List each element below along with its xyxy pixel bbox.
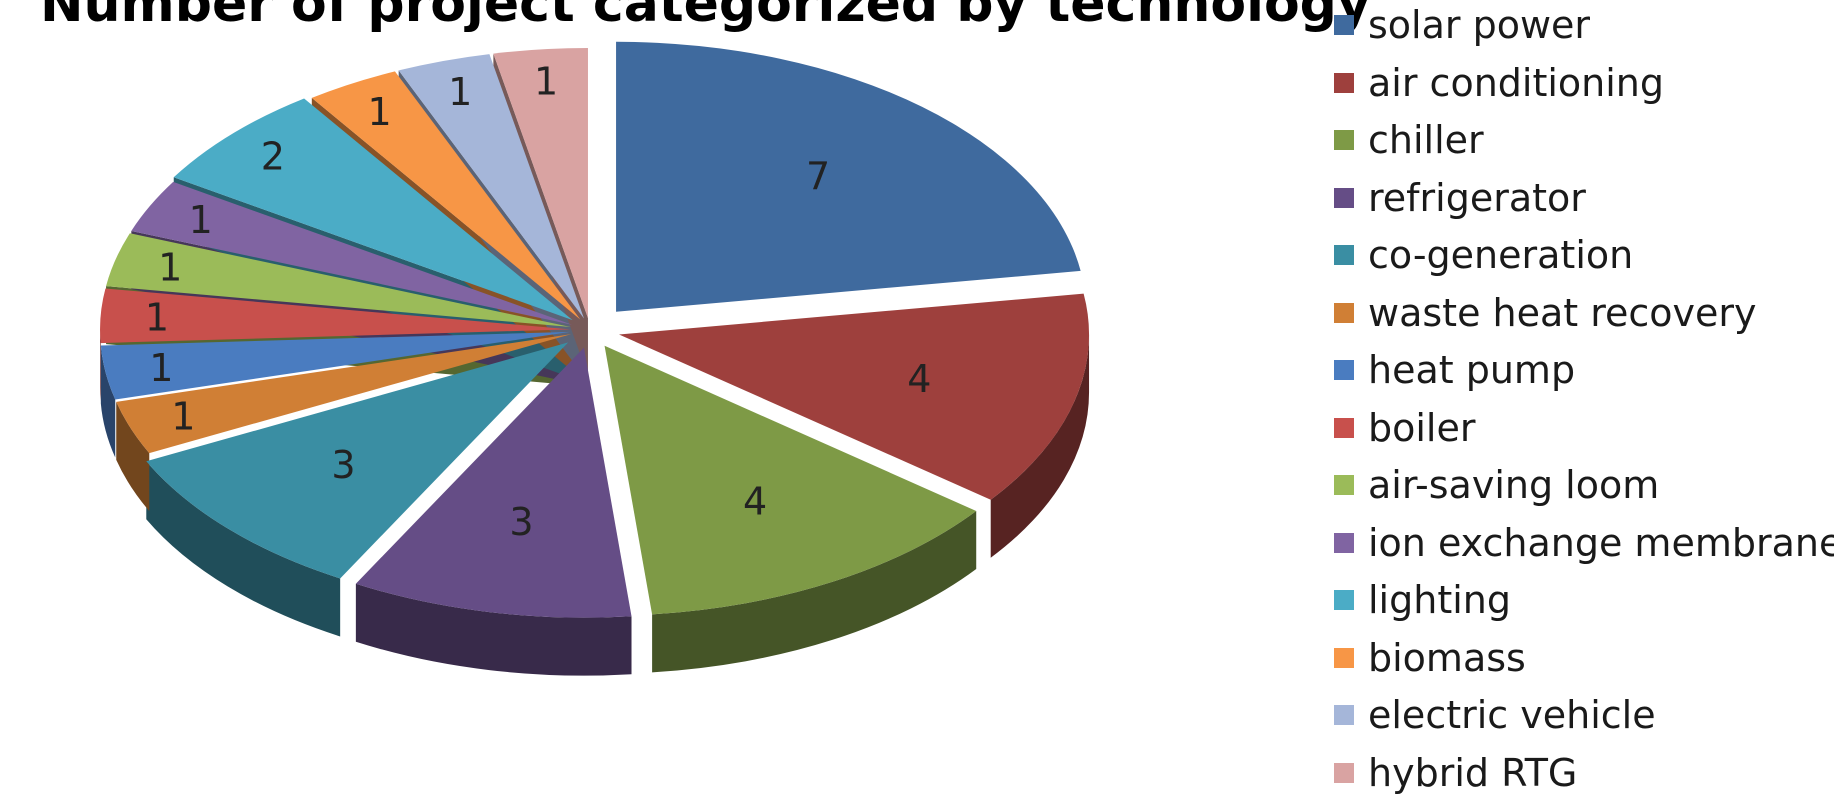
pie-slice-side-co-generation bbox=[146, 461, 341, 637]
data-label-biomass: 1 bbox=[367, 90, 391, 134]
legend-label: heat pump bbox=[1368, 348, 1576, 392]
legend-label: ion exchange membrane bbox=[1368, 520, 1834, 565]
legend-swatch bbox=[1334, 72, 1354, 93]
data-label-heat-pump: 1 bbox=[149, 346, 173, 390]
legend-swatch bbox=[1334, 130, 1354, 150]
data-label-solar-power: 7 bbox=[806, 155, 830, 199]
legend-label: refrigerator bbox=[1368, 175, 1586, 220]
legend-swatch bbox=[1334, 15, 1354, 35]
pie-slice-heat-pump bbox=[100, 331, 571, 400]
legend-swatch bbox=[1334, 360, 1354, 380]
pie-slice-boiler bbox=[100, 288, 571, 344]
data-label-boiler: 1 bbox=[145, 295, 169, 339]
data-label-waste-heat-recovery: 1 bbox=[171, 395, 195, 439]
pie-slice-side-waste-heat-recovery bbox=[116, 401, 150, 512]
legend-label: co-generation bbox=[1368, 233, 1634, 277]
legend-label: air-saving loom bbox=[1368, 463, 1660, 507]
data-label-refrigerator: 3 bbox=[509, 500, 533, 544]
pie-slice-side-air-conditioning bbox=[990, 334, 1090, 558]
pie-slice-side-heat-pump bbox=[100, 345, 116, 458]
legend-label: lighting bbox=[1368, 578, 1511, 622]
chart-title: Number of project categorized by technol… bbox=[40, 0, 1371, 34]
pie-slice-refrigerator bbox=[355, 347, 632, 618]
legend-swatch bbox=[1334, 245, 1354, 265]
pie-slice-solar-power bbox=[616, 41, 1081, 312]
pie-slice-co-generation bbox=[146, 342, 569, 579]
pie-slice-chiller bbox=[604, 345, 977, 615]
pie-slice-waste-heat-recovery bbox=[116, 334, 572, 454]
legend-swatch bbox=[1334, 590, 1354, 610]
legend-swatch bbox=[1334, 647, 1354, 668]
legend-swatch bbox=[1334, 187, 1354, 208]
legend-swatch bbox=[1334, 475, 1354, 495]
legend-label: electric vehicle bbox=[1368, 693, 1656, 737]
data-label-chiller: 4 bbox=[743, 480, 767, 524]
legend-label: chiller bbox=[1368, 118, 1484, 162]
data-label-air-saving-loom: 1 bbox=[158, 245, 182, 289]
legend-swatch bbox=[1334, 705, 1354, 725]
legend-swatch bbox=[1334, 762, 1354, 783]
legend-swatch bbox=[1334, 532, 1354, 553]
legend-label: boiler bbox=[1368, 405, 1476, 450]
legend-label: solar power bbox=[1368, 3, 1591, 47]
legend-label: waste heat recovery bbox=[1368, 290, 1757, 335]
legend-swatch bbox=[1334, 302, 1354, 323]
legend-label: air conditioning bbox=[1368, 60, 1665, 105]
legend-label: hybrid RTG bbox=[1368, 750, 1578, 795]
pie-slice-air-saving-loom bbox=[106, 233, 571, 327]
pie-slice-electric-vehicle bbox=[398, 54, 585, 319]
data-label-lighting: 2 bbox=[261, 134, 285, 178]
pie-slice-hybrid-rtg bbox=[493, 48, 588, 319]
pie-slice-side-chiller bbox=[652, 511, 977, 673]
legend-swatch bbox=[1334, 417, 1354, 438]
data-label-air-conditioning: 4 bbox=[907, 357, 931, 401]
pie-slice-side-refrigerator bbox=[355, 583, 632, 676]
data-label-co-generation: 3 bbox=[331, 443, 355, 487]
data-label-electric-vehicle: 1 bbox=[448, 70, 472, 114]
legend-label: biomass bbox=[1368, 635, 1526, 680]
pie-slice-biomass bbox=[311, 71, 581, 320]
pie-slice-side-boiler bbox=[100, 329, 101, 402]
data-label-hybrid-rtg: 1 bbox=[534, 60, 558, 104]
pie-slice-ion-exchange-membrane bbox=[131, 181, 573, 325]
pie-slice-air-conditioning bbox=[619, 293, 1090, 500]
data-label-ion-exchange-membrane: 1 bbox=[189, 198, 213, 242]
pie-slice-lighting bbox=[173, 98, 573, 321]
